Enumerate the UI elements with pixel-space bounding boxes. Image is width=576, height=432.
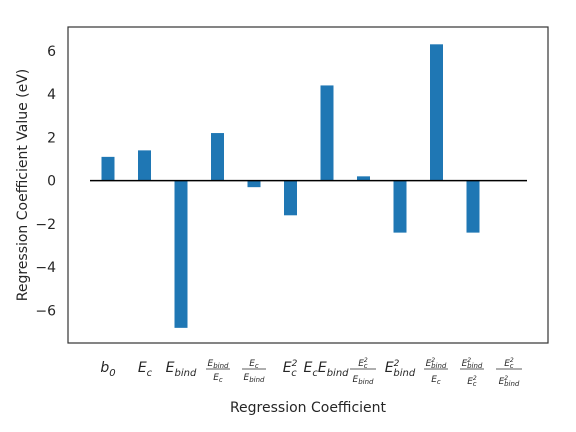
x-tick-Ebind-over-Ec: Ebind Ec (206, 359, 230, 384)
y-tick-label: −2 (35, 217, 56, 233)
x-tick-labels: b0 Ec Ebind Ebind Ec Ec Ebind E2 c EcEbin… (100, 357, 522, 388)
x-tick-Ebind: Ebind (166, 360, 197, 379)
svg-text:E2c: E2 c (358, 357, 368, 370)
y-tick-label: 4 (47, 87, 56, 103)
bar-e-bind-e-c (211, 133, 224, 181)
svg-text:Ec: Ec (249, 359, 259, 370)
x-tick-Ec2-over-Ebind2: E2 c E2 bind (496, 357, 522, 388)
y-tick-label: 2 (47, 130, 56, 146)
svg-text:Ebind: Ebind (353, 375, 375, 386)
svg-text:E2c: E2 c (467, 375, 477, 388)
bar-e-c-2 (284, 181, 297, 216)
x-tick-Ebind2: E2 bind (385, 359, 416, 379)
x-tick-Ec-over-Ebind: Ec Ebind (242, 359, 266, 384)
y-tick-label: 6 (47, 44, 56, 60)
svg-text:Ec: Ec (213, 373, 223, 384)
x-tick-Ec2: E2 c (283, 359, 298, 379)
x-tick-EcEbind: EcEbind (303, 360, 349, 379)
y-tick-labels: 6 4 2 0 −2 −4 −6 (35, 44, 56, 320)
bar-e-bind-2 (394, 181, 407, 233)
bar-e-bind-2-e-c (430, 44, 443, 180)
svg-text:Ebind: Ebind (244, 373, 266, 384)
y-tick-label: −6 (35, 304, 56, 320)
x-tick-b0: b0 (100, 360, 115, 379)
x-tick-Ec2-over-Ebind: E2 c Ebind (350, 357, 376, 386)
y-tick-label: −4 (35, 260, 56, 276)
bar-b-0 (102, 157, 115, 181)
svg-text:E2c: E2 c (504, 357, 514, 370)
x-tick-Ec: Ec (138, 360, 153, 379)
bar-e-bind-2-e-c-2 (467, 181, 480, 233)
svg-text:Ebind: Ebind (208, 359, 230, 370)
y-axis-label: Regression Coefficient Value (eV) (15, 69, 31, 302)
bar-e-c (138, 150, 151, 180)
bar-e-bind (175, 181, 188, 328)
svg-text:Ec: Ec (431, 375, 441, 386)
x-tick-Ebind2-over-Ec: E2 bind Ec (424, 357, 448, 386)
x-tick-Ebind2-over-Ec2: E2 bind E2 c (460, 357, 484, 388)
y-tick-label: 0 (47, 174, 56, 190)
bar-e-c-e-bind (321, 85, 334, 180)
x-axis-label: Regression Coefficient (230, 400, 387, 416)
bar-e-c-e-bind (248, 181, 261, 187)
